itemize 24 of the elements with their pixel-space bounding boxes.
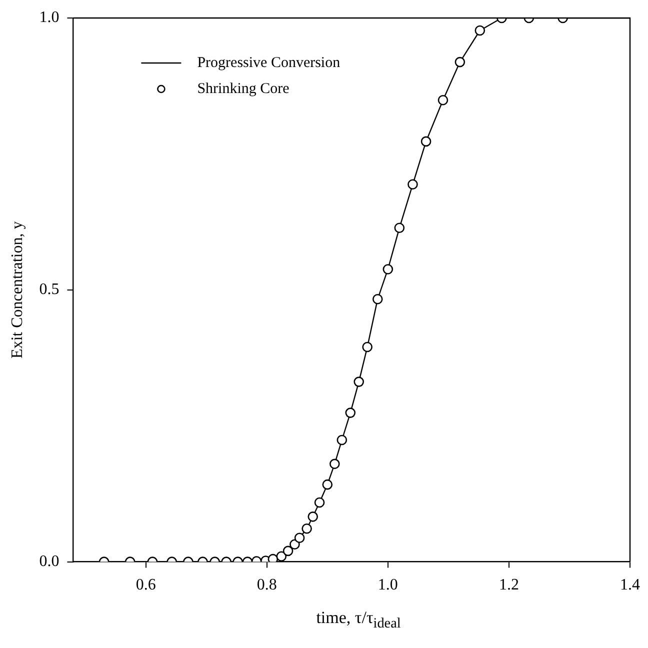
point <box>330 458 340 470</box>
point <box>345 408 356 418</box>
x-axis-title: time, τ/τ$_{ideal}$ <box>315 608 402 632</box>
point <box>362 342 372 352</box>
y-tick-label: 1.0 <box>39 9 60 26</box>
x-tick-label: 1.4 <box>620 576 640 594</box>
point <box>382 264 394 274</box>
x-tick-label: 1.2 <box>498 576 519 594</box>
legend-label: Shrinking Core <box>197 80 290 97</box>
y-axis-title: Exit Concentration, y <box>8 221 26 359</box>
point <box>322 479 333 490</box>
point <box>394 222 405 234</box>
y-tick-label: 0.5 <box>39 281 60 298</box>
point <box>372 294 383 304</box>
x-tick-label: 0.6 <box>136 576 156 594</box>
x-tick-label: 0.8 <box>256 576 277 594</box>
x-tick-label: 1.0 <box>378 576 398 594</box>
point <box>420 136 432 147</box>
point <box>408 179 418 190</box>
point <box>268 554 278 562</box>
point <box>336 434 348 446</box>
legend-label: Progressive Conversion <box>197 54 341 71</box>
y-tick-label: 0.0 <box>39 553 60 570</box>
point <box>354 376 364 387</box>
